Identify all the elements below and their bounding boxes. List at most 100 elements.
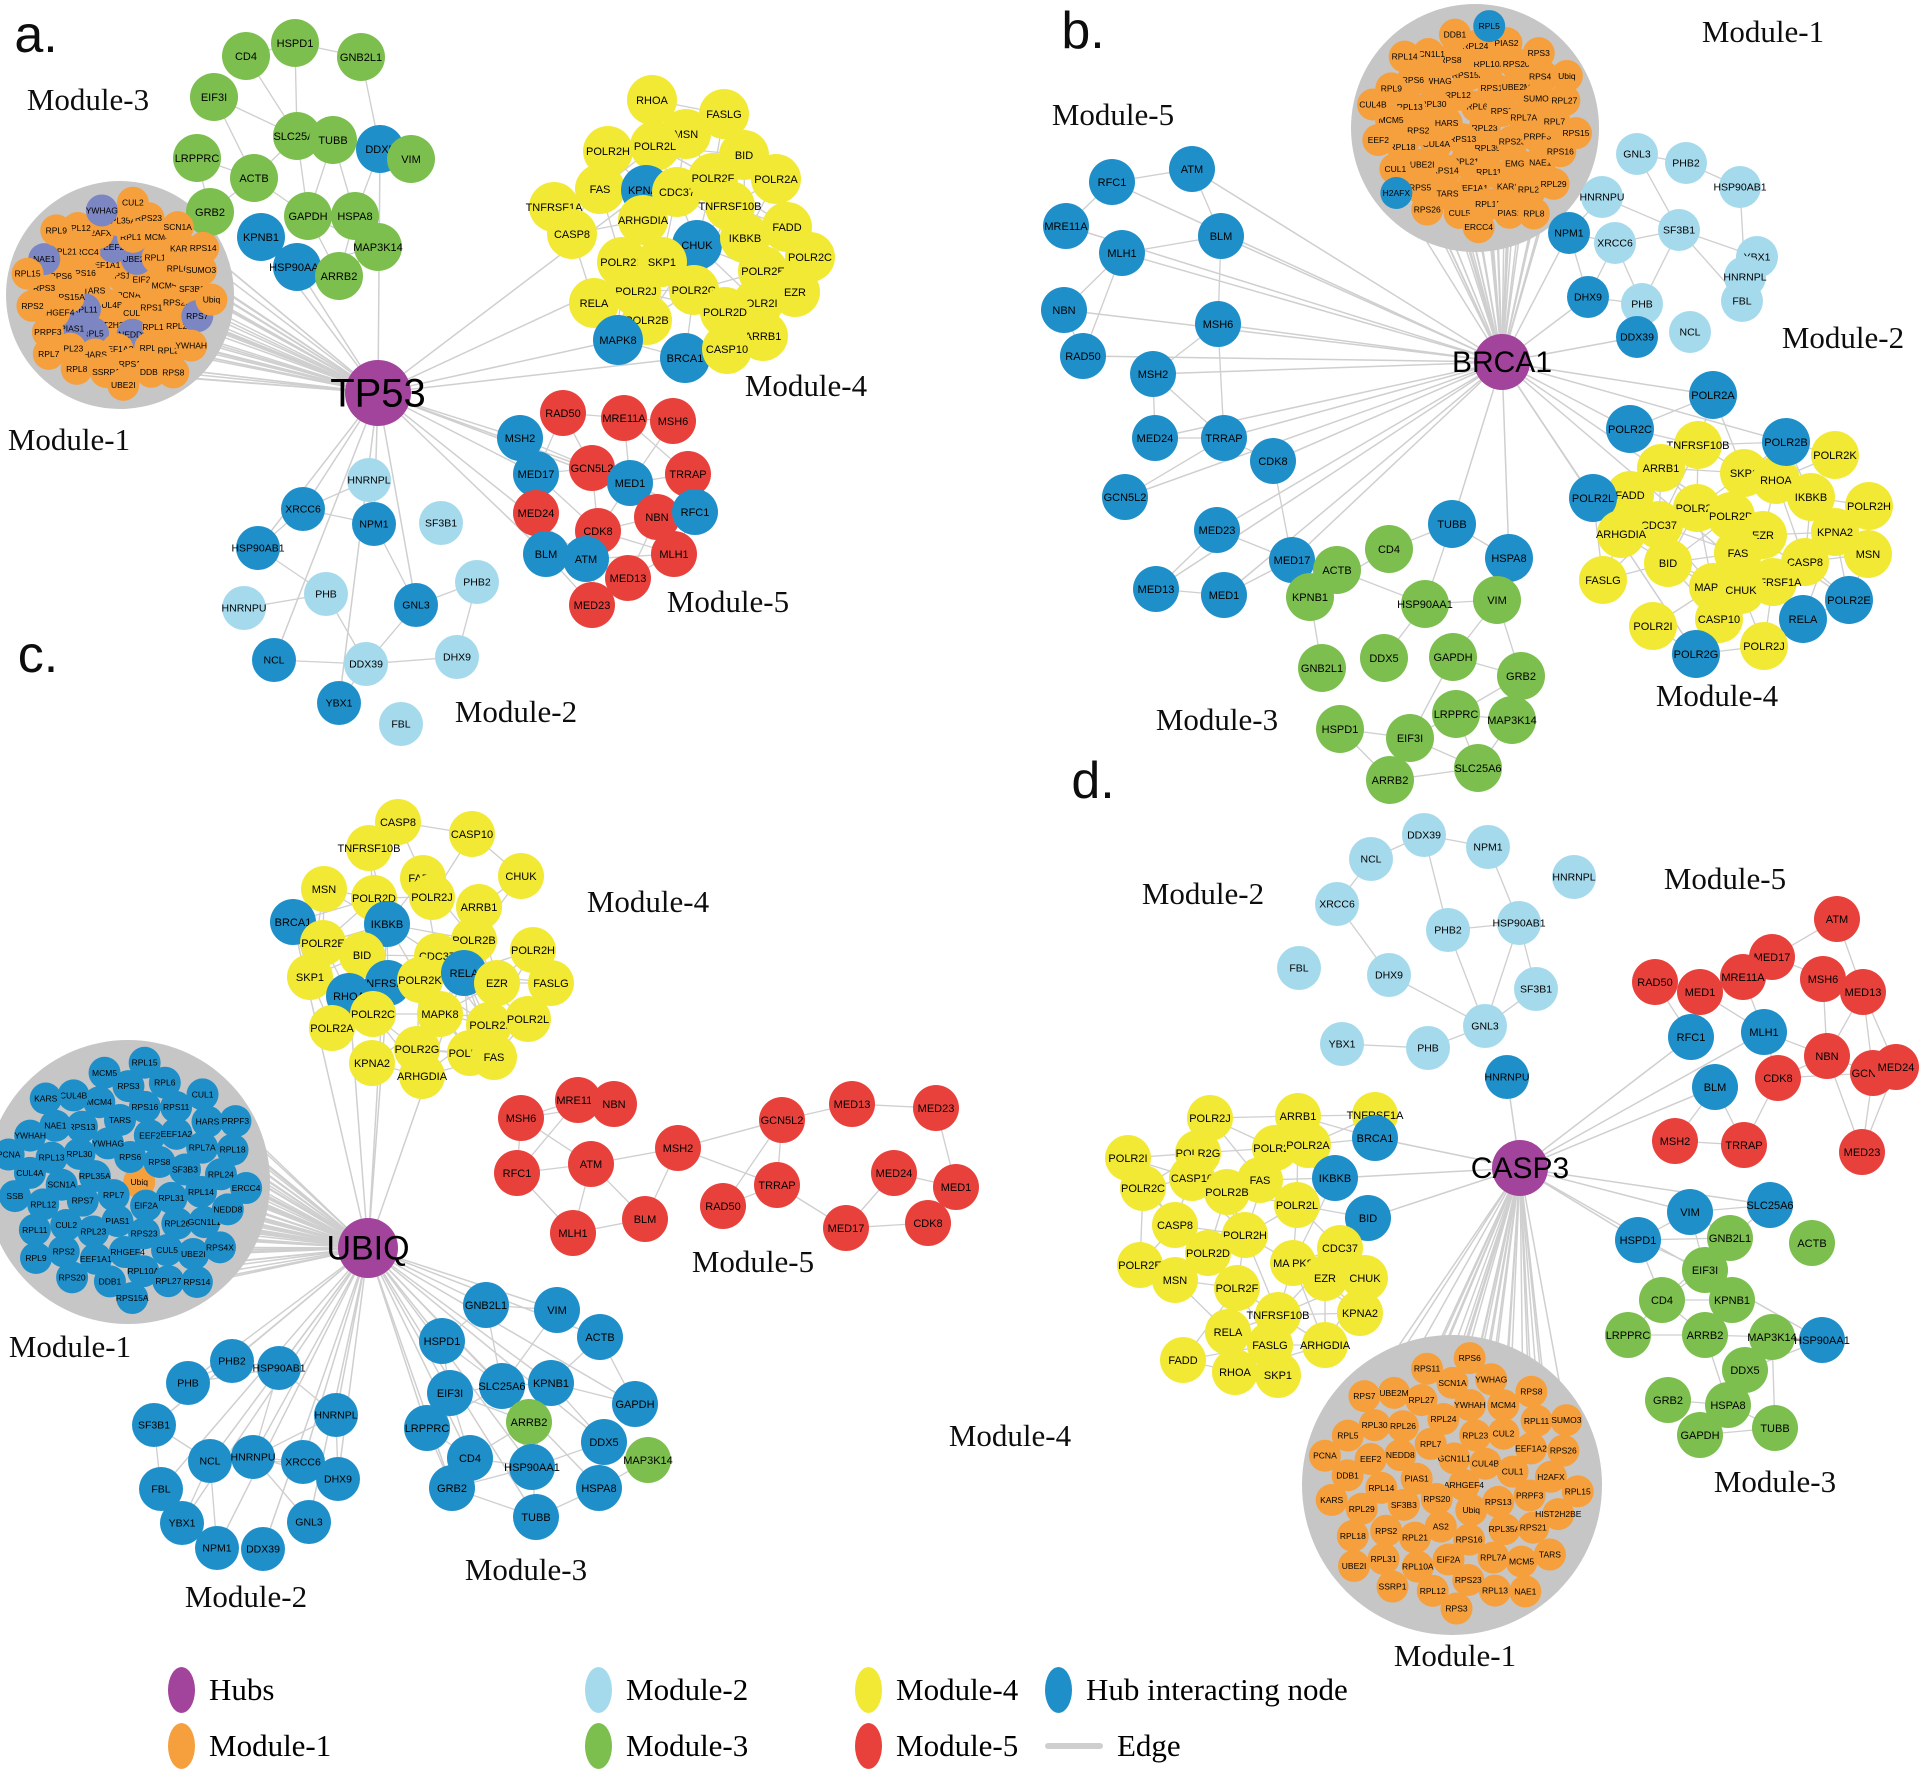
node-KARS[interactable]: KARS [1315,1484,1348,1517]
node-CD4[interactable]: CD4 [1365,525,1413,573]
node-RPS3[interactable]: RPS3 [112,1070,145,1103]
node-RPL7A[interactable]: RPL7A [186,1131,219,1164]
node-RPL7A[interactable]: RPL7A [1477,1541,1510,1574]
node-RPS2[interactable]: RPS2 [1370,1514,1403,1547]
node-RPL12[interactable]: RPL12 [27,1188,60,1221]
node-HSP90AA1[interactable]: HSP90AA1 [269,243,325,291]
node-IKBKB[interactable]: IKBKB [1312,1155,1358,1201]
node-FAS[interactable]: FAS [471,1034,517,1080]
node-POLR2B[interactable]: POLR2B [1762,418,1810,466]
node-RPL10A[interactable]: RPL10A [1401,1550,1434,1583]
node-LRPPRC[interactable]: LRPPRC [404,1405,450,1451]
node-HNRNPU[interactable]: HNRNPU [231,1435,276,1479]
node-POLR2L[interactable]: POLR2L [1569,474,1617,522]
node-HSP90AB1[interactable]: HSP90AB1 [1492,901,1546,945]
node-CUL2[interactable]: CUL2 [1487,1417,1520,1450]
node-RPS8[interactable]: RPS8 [1515,1375,1548,1408]
node-MSH6[interactable]: MSH6 [1800,956,1846,1002]
node-MSH6[interactable]: MSH6 [498,1095,544,1141]
node-RPS23[interactable]: RPS23 [1452,1563,1485,1596]
node-GAPDH[interactable]: GAPDH [612,1381,658,1427]
node-TUBB[interactable]: TUBB [309,116,357,164]
node-MRE11A[interactable]: MRE11A [555,1077,601,1123]
node-ARRB2[interactable]: ARRB2 [1682,1312,1728,1358]
node-SKP1[interactable]: SKP1 [287,954,333,1000]
node-RPL21[interactable]: RPL21 [1398,1521,1431,1554]
node-RPS20[interactable]: RPS20 [56,1261,89,1294]
node-ERCC4[interactable]: ERCC4 [1462,211,1495,244]
node-NBN[interactable]: NBN [1041,287,1087,333]
node-HNRNPU[interactable]: HNRNPU [222,586,267,630]
node-DDB1[interactable]: DDB1 [93,1265,126,1298]
node-NBN[interactable]: NBN [591,1081,637,1127]
node-PRPF3[interactable]: PRPF3 [1513,1479,1546,1512]
node-HSP90AB1[interactable]: HSP90AB1 [231,526,285,570]
node-POLR2K[interactable]: POLR2K [397,957,443,1003]
node-RPL8[interactable]: RPL8 [60,352,93,385]
node-MRE11A[interactable]: MRE11A [1720,954,1766,1000]
node-POLR2A[interactable]: POLR2A [751,154,801,204]
node-HNRNPL[interactable]: HNRNPL [347,458,391,502]
node-PCNA[interactable]: PCNA [0,1138,25,1171]
node-MED17[interactable]: MED17 [823,1205,869,1251]
node-MCM4[interactable]: MCM4 [1487,1389,1520,1422]
node-RELA[interactable]: RELA [1779,595,1827,643]
node-ARHGDIA[interactable]: ARHGDIA [1300,1322,1351,1368]
node-NCL[interactable]: NCL [1669,311,1711,353]
node-CASP8[interactable]: CASP8 [1152,1202,1198,1248]
node-TRRAP[interactable]: TRRAP [1721,1122,1767,1168]
node-NAE1[interactable]: NAE1 [1509,1575,1542,1608]
node-VIM[interactable]: VIM [1667,1189,1713,1235]
node-FADD[interactable]: FADD [1606,471,1654,519]
node-IKBKB[interactable]: IKBKB [364,901,410,947]
node-FAS[interactable]: FAS [1714,529,1762,577]
node-GCN5L2[interactable]: GCN5L2 [569,445,615,491]
node-CUL5[interactable]: CUL5 [151,1234,184,1267]
node-CD4[interactable]: CD4 [222,32,270,80]
node-ARRB2[interactable]: ARRB2 [1366,756,1414,804]
node-RPS15[interactable]: RPS15 [1559,117,1592,150]
node-RPL27[interactable]: RPL27 [152,1265,185,1298]
node-HSPD1[interactable]: HSPD1 [1316,705,1364,753]
node-PHB[interactable]: PHB [1406,1026,1450,1070]
node-XRCC6[interactable]: XRCC6 [281,487,325,531]
node-RPS13[interactable]: RPS13 [1482,1485,1515,1518]
node-RPL30[interactable]: RPL30 [1358,1409,1391,1442]
node-RPL14[interactable]: RPL14 [1365,1471,1398,1504]
node-FBL[interactable]: FBL [139,1467,183,1511]
node-H2AFX[interactable]: H2AFX [1534,1460,1567,1493]
node-EIF3I[interactable]: EIF3I [190,73,238,121]
node-BRCA1[interactable]: BRCA1 [1352,1115,1398,1161]
node-DHX9[interactable]: DHX9 [435,635,479,679]
node-POLR2F[interactable]: POLR2F [1214,1265,1260,1311]
node-RPS15A[interactable]: RPS15A [116,1282,149,1315]
node-ARRB1[interactable]: ARRB1 [1637,444,1685,492]
node-RPL30[interactable]: RPL30 [1417,87,1450,120]
node-RPL23[interactable]: RPL23 [77,1215,110,1248]
node-XRCC6[interactable]: XRCC6 [281,1440,325,1484]
node-YWHAG[interactable]: YWHAG [86,194,118,227]
node-GCN5L2[interactable]: GCN5L2 [1102,474,1148,520]
node-CUL4A[interactable]: CUL4A [13,1156,46,1189]
node-MSH2[interactable]: MSH2 [1130,351,1176,397]
node-YWHAG[interactable]: YWHAG [1475,1363,1507,1396]
node-RPS16[interactable]: RPS16 [1453,1523,1486,1556]
node-EEF1A2[interactable]: EEF1A2 [160,1117,193,1150]
node-NCL[interactable]: NCL [188,1439,232,1483]
node-CUL2[interactable]: CUL2 [116,186,149,219]
node-RPS13[interactable]: RPS13 [65,1110,98,1143]
node-CASP10[interactable]: CASP10 [1169,1155,1215,1201]
node-MRE11A[interactable]: MRE11A [1043,203,1089,249]
node-RPS14[interactable]: RPS14 [187,231,220,264]
node-PIAS1[interactable]: PIAS1 [1400,1462,1433,1495]
node-LRPPRC[interactable]: LRPPRC [1432,690,1480,738]
node-MLH1[interactable]: MLH1 [651,531,697,577]
node-RPS8[interactable]: RPS8 [157,356,190,389]
node-SF3B3[interactable]: SF3B3 [168,1153,201,1186]
node-MCM4[interactable]: MCM4 [83,1086,116,1119]
node-RPL24[interactable]: RPL24 [204,1158,237,1191]
node-SCN1A[interactable]: SCN1A [161,211,194,244]
node-CDK8[interactable]: CDK8 [1250,438,1296,484]
node-RPL15[interactable]: RPL15 [11,257,44,290]
